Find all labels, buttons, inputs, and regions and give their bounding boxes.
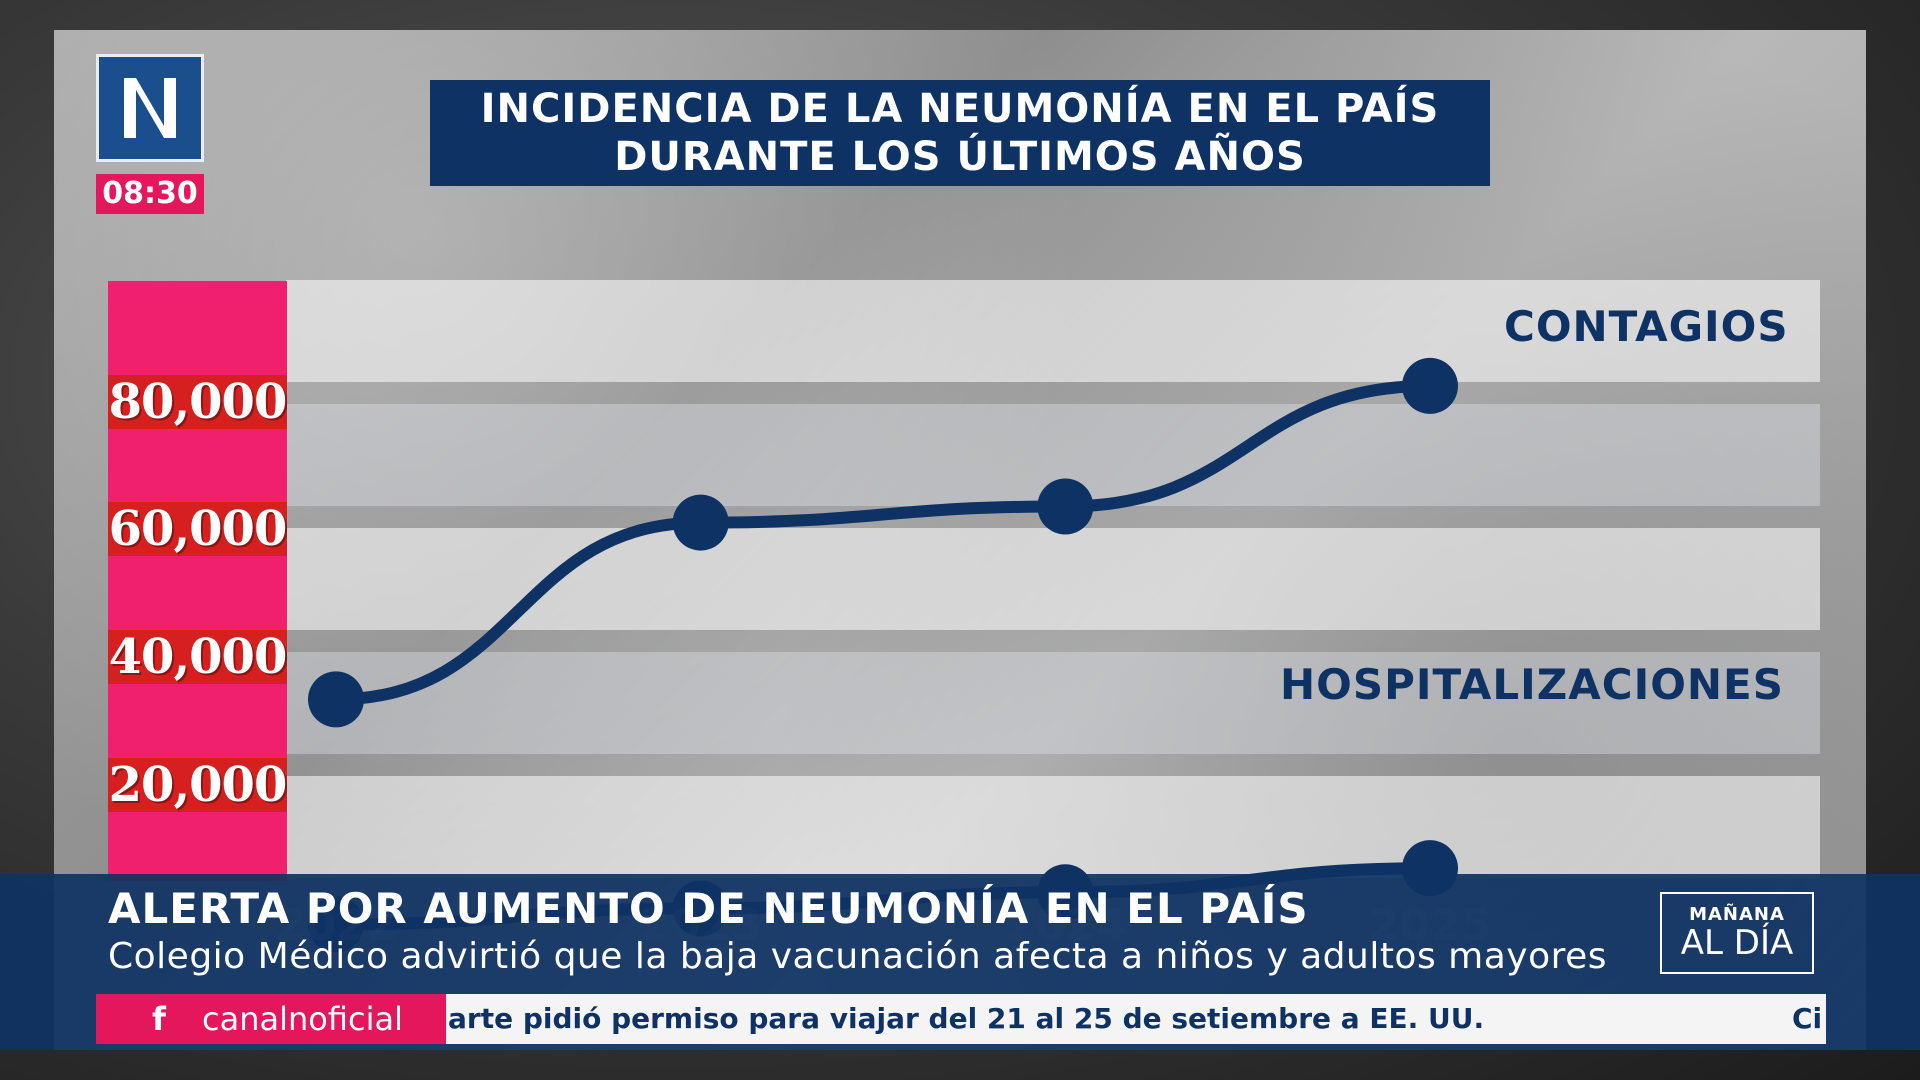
y-tick-label: 40,000 <box>108 629 287 685</box>
program-logo-line-1: MAÑANA <box>1689 904 1785 925</box>
series-label-hospitalizaciones: HOSPITALIZACIONES <box>1280 660 1784 709</box>
clock: 08:30 <box>96 174 204 214</box>
data-point-0-0 <box>308 671 364 728</box>
headline: ALERTA POR AUMENTO DE NEUMONÍA EN EL PAÍ… <box>108 884 1309 933</box>
y-tick-label: 60,000 <box>108 501 287 557</box>
program-logo: MAÑANA AL DÍA <box>1660 892 1814 974</box>
data-point-0-1 <box>672 494 729 551</box>
social-handle: f canalnoficial <box>96 994 446 1044</box>
facebook-icon: f <box>152 1000 166 1038</box>
ticker-end-logo: Ci <box>1792 1002 1823 1035</box>
social-handle-text: canalnoficial <box>202 1000 403 1038</box>
chart-title-line-2: DURANTE LOS ÚLTIMOS AÑOS <box>614 134 1306 180</box>
data-point-0-2 <box>1037 478 1094 535</box>
channel-logo <box>96 54 204 162</box>
chart-title: INCIDENCIA DE LA NEUMONÍA EN EL PAÍS DUR… <box>430 80 1490 186</box>
subline: Colegio Médico advirtió que la baja vacu… <box>108 936 1608 977</box>
chart-title-line-1: INCIDENCIA DE LA NEUMONÍA EN EL PAÍS <box>480 86 1440 132</box>
series-line-0 <box>330 379 1436 706</box>
y-tick-label: 20,000 <box>108 757 287 813</box>
y-tick-label: 80,000 <box>108 374 287 430</box>
channel-logo-icon <box>124 78 176 138</box>
program-logo-line-2: AL DÍA <box>1680 923 1794 963</box>
data-point-0-3 <box>1402 357 1458 414</box>
ticker-text: arte pidió permiso para viajar del 21 al… <box>448 1002 1485 1035</box>
series-label-contagios: CONTAGIOS <box>1504 302 1789 351</box>
